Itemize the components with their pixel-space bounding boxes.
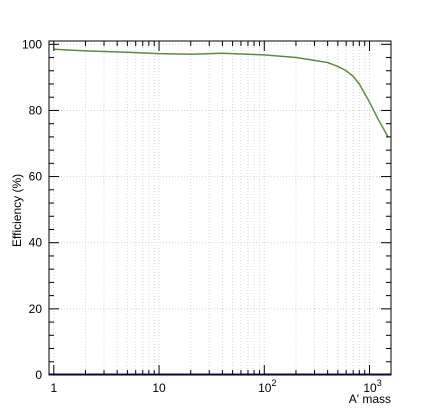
y-axis-title: Efficiency (%) bbox=[10, 174, 24, 247]
plot-frame bbox=[48, 40, 392, 376]
y-axis-tick-labels: 0 20 40 60 80 100 bbox=[22, 37, 42, 382]
x-tick-label-exponent: 3 bbox=[377, 378, 382, 388]
efficiency-series-line bbox=[53, 48, 389, 138]
x-axis-title: A' mass bbox=[349, 392, 391, 406]
y-tick-label: 80 bbox=[29, 103, 43, 117]
y-tick-label: 20 bbox=[29, 302, 43, 316]
y-axis-ticks bbox=[49, 43, 391, 376]
y-tick-label: 0 bbox=[35, 368, 42, 382]
y-tick-label: 100 bbox=[22, 37, 42, 51]
x-tick-label: 1 bbox=[50, 381, 57, 395]
y-tick-label: 60 bbox=[29, 170, 43, 184]
x-tick-label-exponent: 2 bbox=[271, 378, 276, 388]
x-tick-label: 10 bbox=[152, 381, 166, 395]
x-axis-ticks bbox=[48, 41, 371, 375]
y-tick-label: 40 bbox=[29, 236, 43, 250]
